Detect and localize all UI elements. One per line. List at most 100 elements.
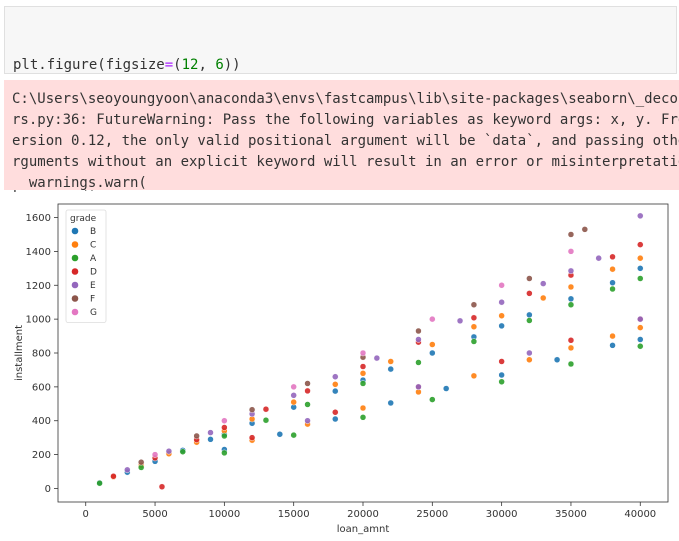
- data-point-C: [539, 294, 547, 302]
- data-point-E: [567, 267, 575, 275]
- data-point-A: [609, 285, 616, 293]
- data-point-G: [429, 315, 436, 323]
- data-point-C: [290, 398, 297, 406]
- data-point-A: [415, 359, 422, 366]
- data-point-F: [581, 226, 589, 233]
- data-point-B: [609, 279, 616, 286]
- data-point-A: [567, 360, 575, 368]
- y-tick-label: 1600: [26, 213, 51, 224]
- plot-output: 0 5000 10000 15000 20000 25000 30000 35000 40000…: [0, 196, 679, 537]
- data-point-B: [332, 387, 339, 395]
- legend-label-B: B: [90, 227, 96, 237]
- data-point-D: [158, 483, 166, 491]
- stderr-line: warnings.warn(: [12, 175, 147, 190]
- data-point-E: [526, 349, 533, 357]
- data-point-E: [332, 373, 339, 380]
- data-point-B: [429, 349, 436, 357]
- y-tick-label: 600: [32, 382, 51, 393]
- data-point-B: [387, 365, 394, 373]
- data-point-E: [415, 336, 422, 343]
- data-point-B: [276, 431, 284, 438]
- data-point-A: [637, 275, 644, 282]
- data-point-E: [415, 383, 422, 391]
- data-point-E: [539, 280, 547, 287]
- data-point-A: [567, 301, 575, 308]
- data-point-D: [221, 424, 228, 431]
- data-point-G: [221, 417, 228, 424]
- data-point-D: [470, 314, 478, 322]
- legend-label-G: G: [90, 308, 97, 318]
- data-point-D: [637, 241, 644, 248]
- data-point-B: [637, 336, 644, 343]
- legend-label-E: E: [90, 281, 96, 291]
- data-point-E: [207, 429, 214, 436]
- data-point-B: [387, 399, 394, 407]
- stderr-line: rguments without an explicit keyword wil…: [12, 154, 679, 170]
- legend-label-C: C: [90, 241, 96, 251]
- y-tick-label: 1200: [26, 281, 51, 292]
- legend-box: [65, 209, 107, 323]
- y-tick-label: 1400: [26, 247, 51, 258]
- data-point-A: [179, 448, 187, 455]
- y-tick-label: 0: [45, 484, 51, 495]
- data-point-D: [110, 473, 117, 480]
- x-tick-label: 25000: [416, 509, 448, 520]
- data-point-B: [567, 295, 575, 303]
- data-point-F: [415, 327, 422, 335]
- data-point-C: [332, 381, 339, 388]
- data-point-C: [359, 404, 367, 412]
- data-point-E: [456, 317, 464, 325]
- data-point-A: [221, 449, 228, 457]
- stderr-warning-output: C:\Users\seoyoungyoon\anaconda3\envs\fas…: [4, 80, 679, 190]
- data-point-F: [526, 275, 533, 282]
- data-point-E: [498, 298, 505, 306]
- data-point-G: [498, 282, 505, 289]
- data-point-G: [290, 383, 297, 391]
- x-tick-label: 20000: [347, 509, 379, 520]
- stderr-line: ersion 0.12, the only valid positional a…: [12, 133, 679, 149]
- data-point-G: [151, 451, 159, 458]
- data-point-D: [304, 387, 311, 395]
- code-token: 6: [215, 57, 224, 73]
- data-point-A: [429, 396, 436, 403]
- legend-title: grade: [70, 214, 97, 224]
- data-point-E: [637, 212, 644, 220]
- code-token: )): [223, 57, 241, 73]
- data-point-F: [248, 406, 256, 413]
- data-point-C: [567, 283, 575, 291]
- data-point-A: [526, 317, 533, 324]
- data-point-F: [193, 432, 200, 440]
- data-point-B: [526, 311, 533, 319]
- code-cell-input[interactable]: plt.figure(figsize=(12, 6)) sns.scatterp…: [4, 6, 677, 193]
- y-tick-label: 1000: [26, 315, 51, 326]
- y-axis-label: installment: [14, 325, 25, 381]
- data-point-A: [637, 342, 644, 350]
- legend-marker-F: [71, 295, 79, 302]
- y-tick-label: 400: [32, 416, 51, 427]
- data-point-C: [609, 265, 616, 273]
- data-point-A: [96, 479, 103, 487]
- code-token: 12: [181, 57, 199, 73]
- y-tick-label: 200: [32, 450, 51, 461]
- y-tick-label: 800: [32, 349, 51, 360]
- data-point-D: [609, 253, 616, 261]
- data-point-B: [553, 356, 561, 364]
- data-point-D: [359, 363, 367, 370]
- data-point-C: [387, 358, 394, 365]
- code-token: =: [164, 57, 174, 73]
- data-point-C: [470, 372, 478, 380]
- data-point-B: [207, 436, 214, 443]
- data-point-F: [137, 458, 145, 466]
- x-tick-label: 40000: [624, 509, 656, 520]
- data-point-C: [498, 312, 505, 319]
- data-point-D: [567, 337, 575, 344]
- data-point-C: [526, 356, 533, 364]
- data-point-D: [262, 405, 270, 413]
- legend-marker-C: [71, 241, 79, 248]
- legend-marker-A: [71, 254, 79, 262]
- data-point-B: [332, 415, 339, 423]
- x-tick-label: 0: [83, 509, 89, 520]
- legend-marker-E: [71, 281, 79, 289]
- data-point-B: [498, 371, 505, 379]
- data-point-C: [637, 324, 644, 331]
